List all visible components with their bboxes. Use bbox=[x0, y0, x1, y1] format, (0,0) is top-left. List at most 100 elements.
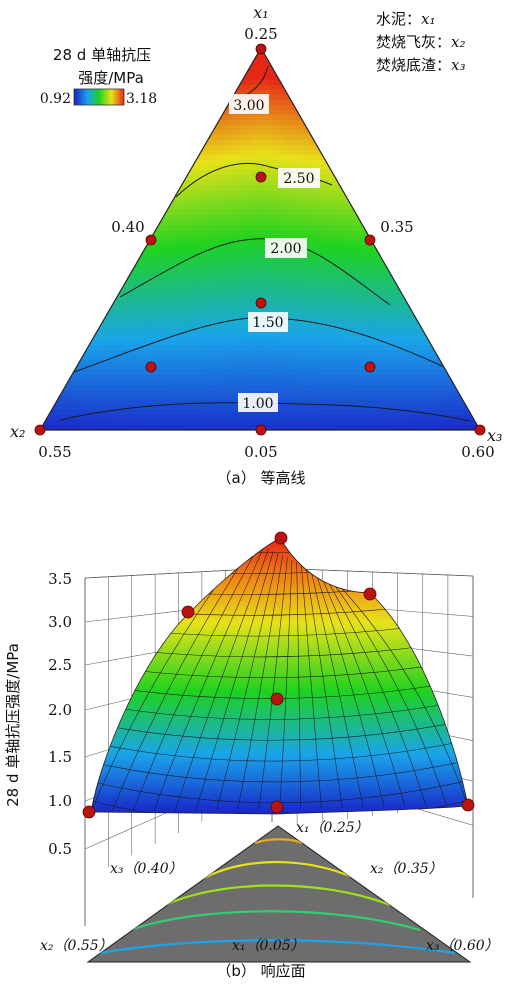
color-cell bbox=[365, 300, 371, 306]
color-cell bbox=[215, 305, 221, 311]
color-cell bbox=[370, 145, 376, 151]
color-cell bbox=[80, 260, 86, 266]
color-cell bbox=[365, 50, 371, 56]
color-cell bbox=[330, 95, 336, 101]
color-cell bbox=[120, 275, 126, 281]
color-cell bbox=[280, 160, 286, 166]
color-cell bbox=[155, 285, 161, 291]
color-cell bbox=[460, 290, 466, 296]
color-cell bbox=[55, 240, 61, 246]
color-cell bbox=[445, 140, 451, 146]
color-cell bbox=[330, 235, 336, 241]
color-cell bbox=[365, 180, 371, 186]
color-cell bbox=[120, 125, 126, 131]
color-cell bbox=[240, 150, 246, 156]
color-cell bbox=[390, 170, 396, 176]
color-cell bbox=[245, 250, 251, 256]
color-cell bbox=[405, 290, 411, 296]
color-cell bbox=[475, 245, 481, 251]
color-cell bbox=[460, 180, 466, 186]
color-cell bbox=[125, 300, 131, 306]
color-cell bbox=[400, 185, 406, 191]
color-cell bbox=[320, 270, 326, 276]
color-cell bbox=[255, 60, 261, 66]
color-cell bbox=[400, 285, 406, 291]
color-cell bbox=[100, 300, 106, 306]
color-cell bbox=[200, 215, 206, 221]
color-cell bbox=[180, 295, 186, 301]
color-cell bbox=[445, 210, 451, 216]
color-cell bbox=[330, 295, 336, 301]
color-cell bbox=[250, 165, 256, 171]
color-cell bbox=[185, 145, 191, 151]
color-cell bbox=[335, 220, 341, 226]
color-cell bbox=[415, 255, 421, 261]
color-cell bbox=[55, 270, 61, 276]
color-cell bbox=[255, 210, 261, 216]
color-cell bbox=[130, 295, 136, 301]
color-cell bbox=[325, 175, 331, 181]
color-cell bbox=[415, 180, 421, 186]
color-cell bbox=[85, 230, 91, 236]
color-cell bbox=[210, 75, 216, 81]
color-cell bbox=[420, 110, 426, 116]
color-cell bbox=[50, 250, 56, 256]
color-cell bbox=[235, 50, 241, 56]
color-cell bbox=[455, 95, 461, 101]
color-cell bbox=[165, 320, 171, 326]
color-cell bbox=[215, 235, 221, 241]
color-cell bbox=[355, 115, 361, 121]
color-cell bbox=[395, 305, 401, 311]
color-cell bbox=[205, 200, 211, 206]
color-cell bbox=[180, 225, 186, 231]
color-cell bbox=[460, 100, 466, 106]
color-cell bbox=[425, 80, 431, 86]
color-cell bbox=[355, 190, 361, 196]
color-cell bbox=[190, 95, 196, 101]
color-cell bbox=[480, 260, 486, 266]
color-cell bbox=[395, 140, 401, 146]
color-cell bbox=[300, 155, 306, 161]
color-cell bbox=[45, 150, 51, 156]
color-cell bbox=[235, 180, 241, 186]
color-cell bbox=[425, 120, 431, 126]
color-cell bbox=[170, 310, 176, 316]
color-cell bbox=[130, 120, 136, 126]
color-cell bbox=[330, 305, 336, 311]
color-cell bbox=[60, 230, 66, 236]
color-cell bbox=[480, 305, 486, 311]
color-cell bbox=[180, 120, 186, 126]
color-cell bbox=[435, 125, 441, 131]
color-cell bbox=[460, 225, 466, 231]
color-cell bbox=[190, 175, 196, 181]
color-cell bbox=[295, 95, 301, 101]
color-cell bbox=[410, 75, 416, 81]
color-cell bbox=[160, 205, 166, 211]
color-cell bbox=[430, 140, 436, 146]
color-cell bbox=[190, 105, 196, 111]
color-cell bbox=[135, 195, 141, 201]
color-cell bbox=[460, 135, 466, 141]
color-cell bbox=[345, 260, 351, 266]
color-cell bbox=[255, 235, 261, 241]
color-cell bbox=[135, 125, 141, 131]
color-cell bbox=[40, 220, 46, 226]
color-cell bbox=[435, 250, 441, 256]
color-cell bbox=[225, 170, 231, 176]
color-cell bbox=[465, 95, 471, 101]
color-cell bbox=[50, 280, 56, 286]
color-cell bbox=[250, 225, 256, 231]
color-cell bbox=[90, 320, 96, 326]
color-cell bbox=[365, 125, 371, 131]
color-cell bbox=[50, 290, 56, 296]
color-cell bbox=[345, 60, 351, 66]
color-cell bbox=[460, 200, 466, 206]
color-cell bbox=[270, 80, 276, 86]
color-cell bbox=[175, 300, 181, 306]
color-cell bbox=[160, 110, 166, 116]
color-cell bbox=[230, 140, 236, 146]
color-cell bbox=[165, 230, 171, 236]
color-cell bbox=[460, 285, 466, 291]
color-cell bbox=[170, 190, 176, 196]
color-cell bbox=[110, 280, 116, 286]
